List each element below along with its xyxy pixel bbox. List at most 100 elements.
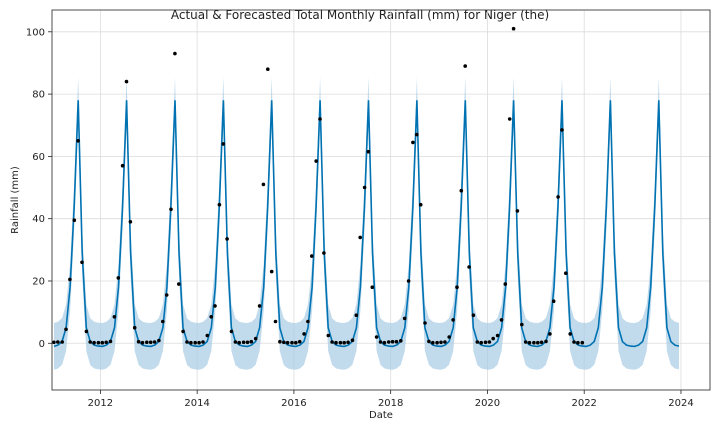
actual-point bbox=[173, 51, 177, 56]
actual-point bbox=[120, 163, 125, 168]
actual-point bbox=[169, 207, 173, 212]
actual-point bbox=[447, 335, 452, 339]
actual-point bbox=[157, 338, 161, 343]
actual-point bbox=[382, 340, 387, 345]
actual-point bbox=[88, 340, 92, 344]
actual-point bbox=[253, 336, 258, 341]
actual-point bbox=[237, 340, 241, 345]
actual-point bbox=[164, 293, 169, 297]
actual-point bbox=[471, 313, 476, 318]
actual-point bbox=[96, 340, 101, 345]
actual-point bbox=[576, 340, 580, 345]
actual-point bbox=[378, 340, 383, 344]
actual-point bbox=[487, 340, 492, 344]
actual-point bbox=[366, 149, 371, 154]
actual-point bbox=[177, 282, 181, 286]
actual-point bbox=[390, 339, 395, 344]
actual-point bbox=[551, 299, 556, 304]
actual-point bbox=[92, 340, 96, 345]
y-tick-label: 40 bbox=[32, 214, 45, 225]
y-tick-label: 20 bbox=[32, 276, 45, 287]
forecast-line bbox=[53, 100, 680, 348]
plot-frame bbox=[51, 9, 711, 391]
actual-point bbox=[217, 202, 222, 207]
actual-point bbox=[302, 332, 306, 336]
actual-point bbox=[354, 313, 359, 318]
actual-point bbox=[544, 339, 548, 344]
actual-point bbox=[467, 265, 471, 269]
actual-point bbox=[548, 332, 552, 336]
actual-point bbox=[278, 339, 282, 344]
actual-point bbox=[350, 338, 355, 343]
y-tick-label: 100 bbox=[26, 27, 45, 38]
x-tick-label: 2012 bbox=[88, 398, 113, 409]
actual-point bbox=[273, 319, 278, 324]
actual-point bbox=[427, 339, 431, 344]
actual-point bbox=[455, 285, 459, 290]
actual-point bbox=[346, 340, 350, 345]
actual-point bbox=[249, 339, 254, 344]
actual-point bbox=[201, 340, 205, 344]
actual-point bbox=[225, 237, 229, 241]
actual-point bbox=[322, 251, 326, 255]
actual-point bbox=[124, 79, 129, 84]
actual-point bbox=[539, 340, 544, 345]
actual-point bbox=[145, 340, 149, 345]
x-axis-label: Date bbox=[369, 410, 393, 421]
actual-point bbox=[100, 340, 105, 345]
actual-point bbox=[463, 64, 468, 68]
actual-point bbox=[568, 332, 572, 336]
actual-point bbox=[491, 336, 496, 341]
actual-point bbox=[245, 340, 250, 345]
actual-point bbox=[128, 220, 133, 224]
actual-point bbox=[209, 315, 213, 319]
actual-points bbox=[52, 26, 585, 345]
actual-point bbox=[520, 322, 524, 327]
actual-point bbox=[459, 188, 464, 193]
actual-point bbox=[221, 142, 226, 146]
x-tick-label: 2016 bbox=[281, 398, 306, 409]
actual-point bbox=[116, 276, 121, 280]
actual-point bbox=[108, 339, 113, 344]
actual-point bbox=[269, 269, 274, 274]
actual-point bbox=[285, 340, 290, 345]
x-axis: 2012 2014 2016 2018 2020 2022 2024 bbox=[88, 390, 694, 409]
actual-point bbox=[290, 340, 294, 345]
actual-point bbox=[394, 339, 399, 344]
actual-point bbox=[499, 318, 504, 322]
actual-point bbox=[306, 319, 310, 324]
actual-point bbox=[402, 316, 407, 321]
actual-point bbox=[213, 304, 217, 308]
actual-point bbox=[318, 117, 322, 121]
y-tick-label: 0 bbox=[39, 339, 45, 350]
actual-point bbox=[415, 132, 419, 137]
actual-point bbox=[314, 159, 319, 163]
actual-point bbox=[64, 327, 68, 332]
chart-title: Actual & Forecasted Total Monthly Rainfa… bbox=[171, 8, 549, 22]
actual-point bbox=[112, 315, 117, 319]
actual-point bbox=[418, 202, 423, 207]
actual-point bbox=[52, 340, 56, 345]
actual-point bbox=[261, 182, 266, 187]
y-axis: 0 20 40 60 80 100 bbox=[26, 27, 52, 350]
actual-point bbox=[511, 26, 516, 31]
y-axis-label: Rainfall (mm) bbox=[10, 166, 21, 234]
y-tick-label: 80 bbox=[32, 90, 45, 101]
actual-point bbox=[136, 339, 141, 344]
actual-point bbox=[152, 340, 157, 344]
actual-point bbox=[68, 277, 72, 282]
actual-point bbox=[229, 329, 234, 334]
actual-point bbox=[479, 340, 484, 345]
actual-point bbox=[374, 335, 379, 339]
actual-point bbox=[241, 340, 246, 345]
actual-point bbox=[362, 185, 367, 190]
actual-point bbox=[84, 329, 89, 334]
actual-point bbox=[266, 67, 270, 71]
actual-point bbox=[411, 140, 415, 145]
actual-point bbox=[326, 333, 331, 338]
actual-point bbox=[527, 340, 532, 345]
actual-point bbox=[310, 254, 314, 258]
actual-point bbox=[560, 128, 564, 132]
actual-point bbox=[507, 117, 512, 121]
